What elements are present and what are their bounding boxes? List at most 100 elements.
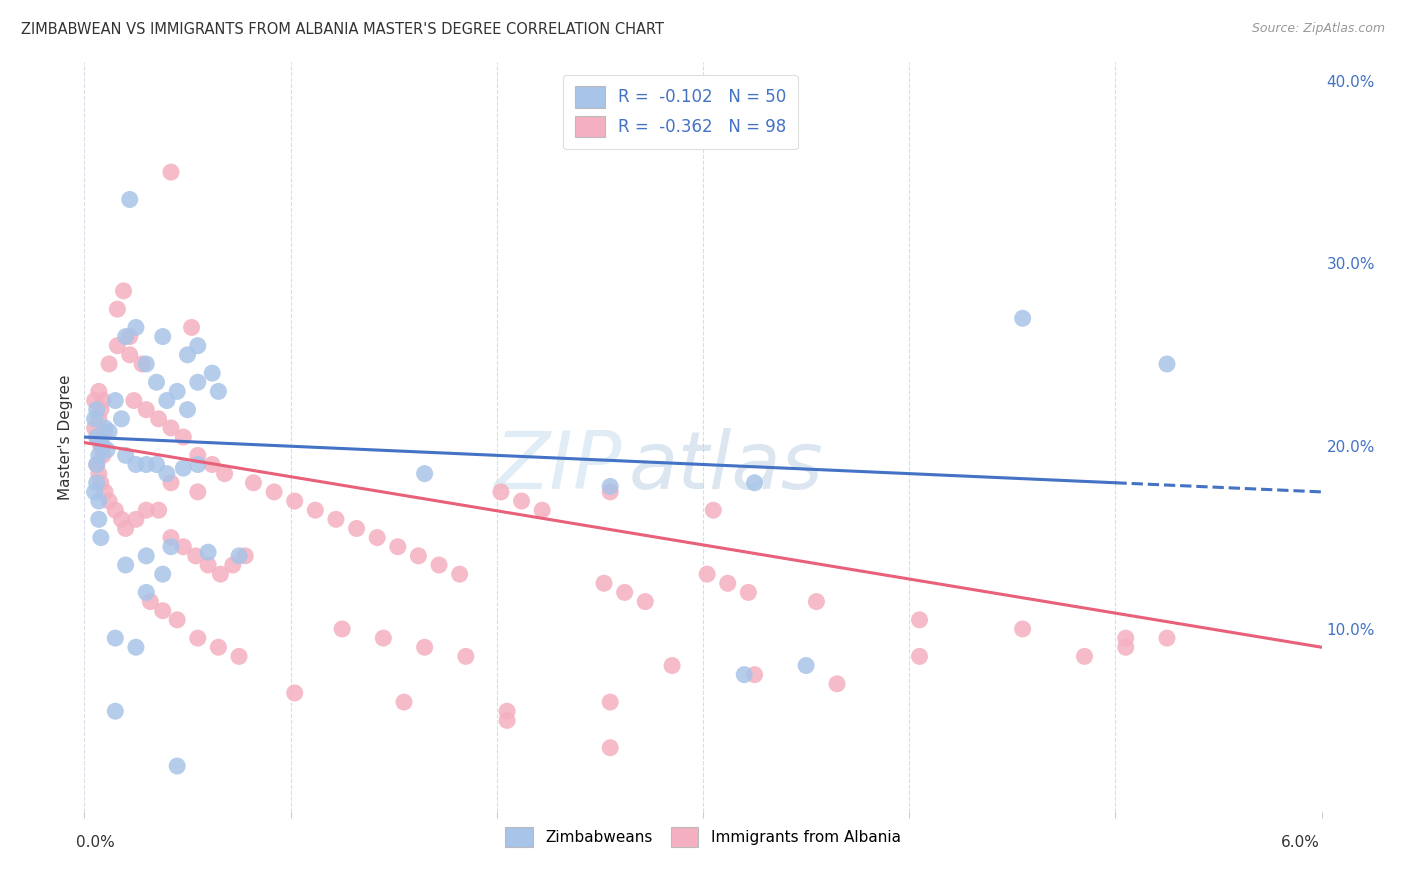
Point	[187, 458, 209, 472]
Point	[152, 567, 174, 582]
Point	[661, 658, 683, 673]
Point	[135, 549, 157, 563]
Point	[1011, 622, 1033, 636]
Point	[413, 467, 436, 481]
Point	[166, 759, 188, 773]
Point	[233, 549, 256, 563]
Point	[86, 475, 108, 490]
Point	[118, 329, 141, 343]
Point	[413, 640, 436, 655]
Point	[91, 393, 114, 408]
Point	[1115, 631, 1137, 645]
Point	[104, 631, 127, 645]
Point	[90, 475, 112, 490]
Point	[1011, 311, 1033, 326]
Point	[184, 549, 207, 563]
Point	[613, 585, 636, 599]
Point	[125, 320, 148, 334]
Point	[94, 425, 117, 439]
Point	[90, 531, 112, 545]
Point	[104, 503, 127, 517]
Point	[160, 421, 183, 435]
Point	[83, 393, 105, 408]
Point	[90, 439, 112, 453]
Point	[454, 649, 477, 664]
Point	[152, 604, 174, 618]
Point	[599, 740, 621, 755]
Point	[148, 503, 170, 517]
Point	[135, 402, 157, 417]
Point	[135, 503, 157, 517]
Point	[489, 484, 512, 499]
Point	[209, 567, 232, 582]
Point	[114, 329, 136, 343]
Point	[392, 695, 415, 709]
Point	[187, 376, 209, 390]
Point	[908, 649, 931, 664]
Point	[86, 402, 108, 417]
Point	[98, 425, 121, 439]
Point	[160, 165, 183, 179]
Point	[214, 467, 236, 481]
Point	[166, 613, 188, 627]
Point	[86, 430, 108, 444]
Point	[599, 479, 621, 493]
Point	[98, 357, 121, 371]
Point	[83, 484, 105, 499]
Point	[160, 540, 183, 554]
Point	[187, 631, 209, 645]
Point	[122, 393, 145, 408]
Point	[717, 576, 740, 591]
Point	[1115, 640, 1137, 655]
Point	[744, 475, 766, 490]
Point	[90, 435, 112, 450]
Point	[187, 484, 209, 499]
Point	[110, 512, 132, 526]
Point	[733, 667, 755, 681]
Point	[110, 412, 132, 426]
Point	[908, 613, 931, 627]
Point	[112, 284, 135, 298]
Point	[87, 512, 110, 526]
Point	[449, 567, 471, 582]
Point	[87, 467, 110, 481]
Point	[166, 384, 188, 399]
Point	[87, 494, 110, 508]
Point	[201, 458, 224, 472]
Point	[135, 458, 157, 472]
Text: 0.0%: 0.0%	[76, 836, 115, 850]
Point	[176, 348, 198, 362]
Point	[114, 521, 136, 535]
Text: ZIMBABWEAN VS IMMIGRANTS FROM ALBANIA MASTER'S DEGREE CORRELATION CHART: ZIMBABWEAN VS IMMIGRANTS FROM ALBANIA MA…	[21, 22, 664, 37]
Point	[104, 393, 127, 408]
Point	[176, 402, 198, 417]
Point	[228, 649, 250, 664]
Point	[825, 677, 848, 691]
Point	[98, 494, 121, 508]
Point	[346, 521, 368, 535]
Point	[145, 458, 167, 472]
Point	[242, 475, 264, 490]
Point	[96, 442, 118, 457]
Point	[87, 412, 110, 426]
Point	[1156, 631, 1178, 645]
Point	[207, 384, 229, 399]
Point	[702, 503, 724, 517]
Point	[125, 512, 148, 526]
Point	[180, 320, 202, 334]
Point	[599, 695, 621, 709]
Point	[125, 640, 148, 655]
Point	[222, 558, 245, 572]
Point	[304, 503, 326, 517]
Point	[284, 494, 307, 508]
Point	[330, 622, 353, 636]
Point	[172, 430, 194, 444]
Point	[228, 549, 250, 563]
Y-axis label: Master's Degree: Master's Degree	[58, 375, 73, 500]
Point	[160, 531, 183, 545]
Point	[114, 448, 136, 462]
Point	[105, 339, 128, 353]
Point	[187, 448, 209, 462]
Point	[207, 640, 229, 655]
Point	[105, 302, 128, 317]
